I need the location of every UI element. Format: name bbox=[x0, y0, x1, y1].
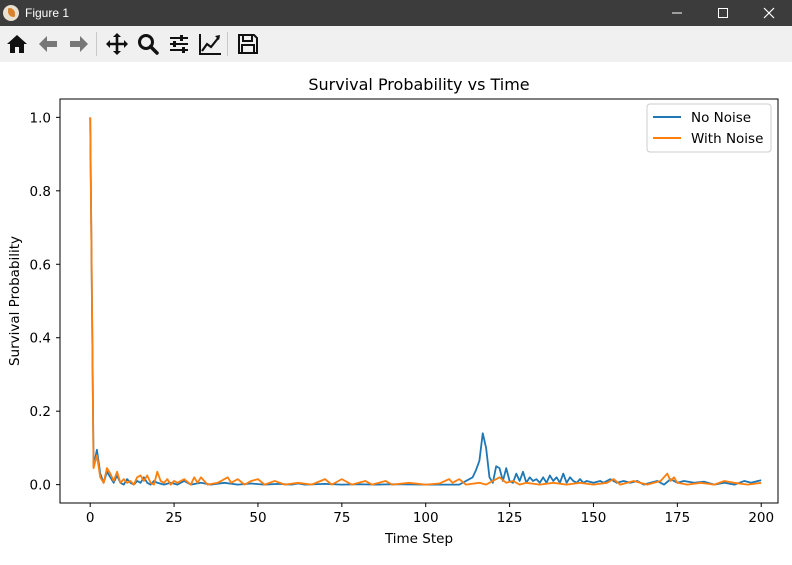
y-tick-label: 0.6 bbox=[30, 257, 51, 273]
home-icon bbox=[6, 35, 27, 53]
back-button[interactable] bbox=[33, 29, 62, 59]
y-tick-label: 1.0 bbox=[30, 110, 51, 126]
minimize-button[interactable] bbox=[654, 0, 700, 26]
y-tick-label: 0.8 bbox=[30, 184, 51, 200]
window-titlebar: Figure 1 bbox=[0, 0, 792, 26]
maximize-icon bbox=[718, 8, 728, 18]
legend-label-with-noise: With Noise bbox=[691, 131, 763, 147]
pan-button[interactable] bbox=[102, 29, 131, 59]
chart: Survival Probability vs Time 0 25 50 75 100 1… bbox=[7, 75, 779, 547]
x-tick-label: 200 bbox=[748, 510, 774, 526]
x-tick-label: 125 bbox=[497, 510, 523, 526]
floppy-disk-icon bbox=[237, 34, 258, 54]
plot-lines bbox=[89, 117, 762, 486]
figure-canvas[interactable]: Survival Probability vs Time 0 25 50 75 100 1… bbox=[0, 62, 792, 561]
zoom-button[interactable] bbox=[133, 29, 162, 59]
x-tick-label: 50 bbox=[249, 510, 266, 526]
sliders-icon bbox=[169, 35, 188, 53]
window-controls bbox=[654, 0, 792, 26]
series-line-with-noise bbox=[89, 117, 762, 486]
close-button[interactable] bbox=[746, 0, 792, 26]
navigation-toolbar bbox=[0, 26, 792, 62]
x-tick-label: 0 bbox=[86, 510, 95, 526]
toolbar-separator bbox=[227, 32, 228, 56]
x-tick-label: 25 bbox=[165, 510, 182, 526]
y-axis: 0.0 0.2 0.4 0.6 0.8 1.0 bbox=[30, 110, 60, 494]
home-button[interactable] bbox=[2, 29, 31, 59]
legend: No Noise With Noise bbox=[646, 103, 772, 153]
x-axis-label: Time Step bbox=[384, 531, 453, 547]
plot-frame bbox=[59, 98, 779, 504]
configure-subplots-button[interactable] bbox=[164, 29, 193, 59]
x-tick-label: 150 bbox=[581, 510, 607, 526]
magnifier-icon bbox=[137, 34, 159, 55]
chart-title: Survival Probability vs Time bbox=[308, 75, 529, 94]
app-icon bbox=[3, 5, 19, 21]
y-tick-label: 0.2 bbox=[30, 404, 51, 420]
line-chart-icon bbox=[198, 34, 221, 55]
x-tick-label: 100 bbox=[413, 510, 439, 526]
series-line-no-noise bbox=[89, 117, 762, 486]
toolbar-separator bbox=[96, 32, 97, 56]
y-tick-label: 0.4 bbox=[30, 331, 51, 347]
window-title: Figure 1 bbox=[25, 6, 70, 20]
edit-axis-button[interactable] bbox=[195, 29, 224, 59]
x-axis: 0 25 50 75 100 125 150 175 200 bbox=[86, 503, 774, 526]
x-tick-label: 175 bbox=[664, 510, 690, 526]
move-icon bbox=[105, 33, 128, 55]
y-axis-label: Survival Probability bbox=[7, 236, 23, 366]
save-button[interactable] bbox=[233, 29, 262, 59]
x-tick-label: 75 bbox=[333, 510, 350, 526]
minimize-icon bbox=[672, 12, 682, 14]
legend-label-no-noise: No Noise bbox=[691, 110, 751, 126]
arrow-left-icon bbox=[38, 36, 57, 52]
close-icon bbox=[763, 7, 775, 19]
maximize-button[interactable] bbox=[700, 0, 746, 26]
forward-button[interactable] bbox=[64, 29, 93, 59]
arrow-right-icon bbox=[69, 36, 88, 52]
y-tick-label: 0.0 bbox=[30, 478, 51, 494]
